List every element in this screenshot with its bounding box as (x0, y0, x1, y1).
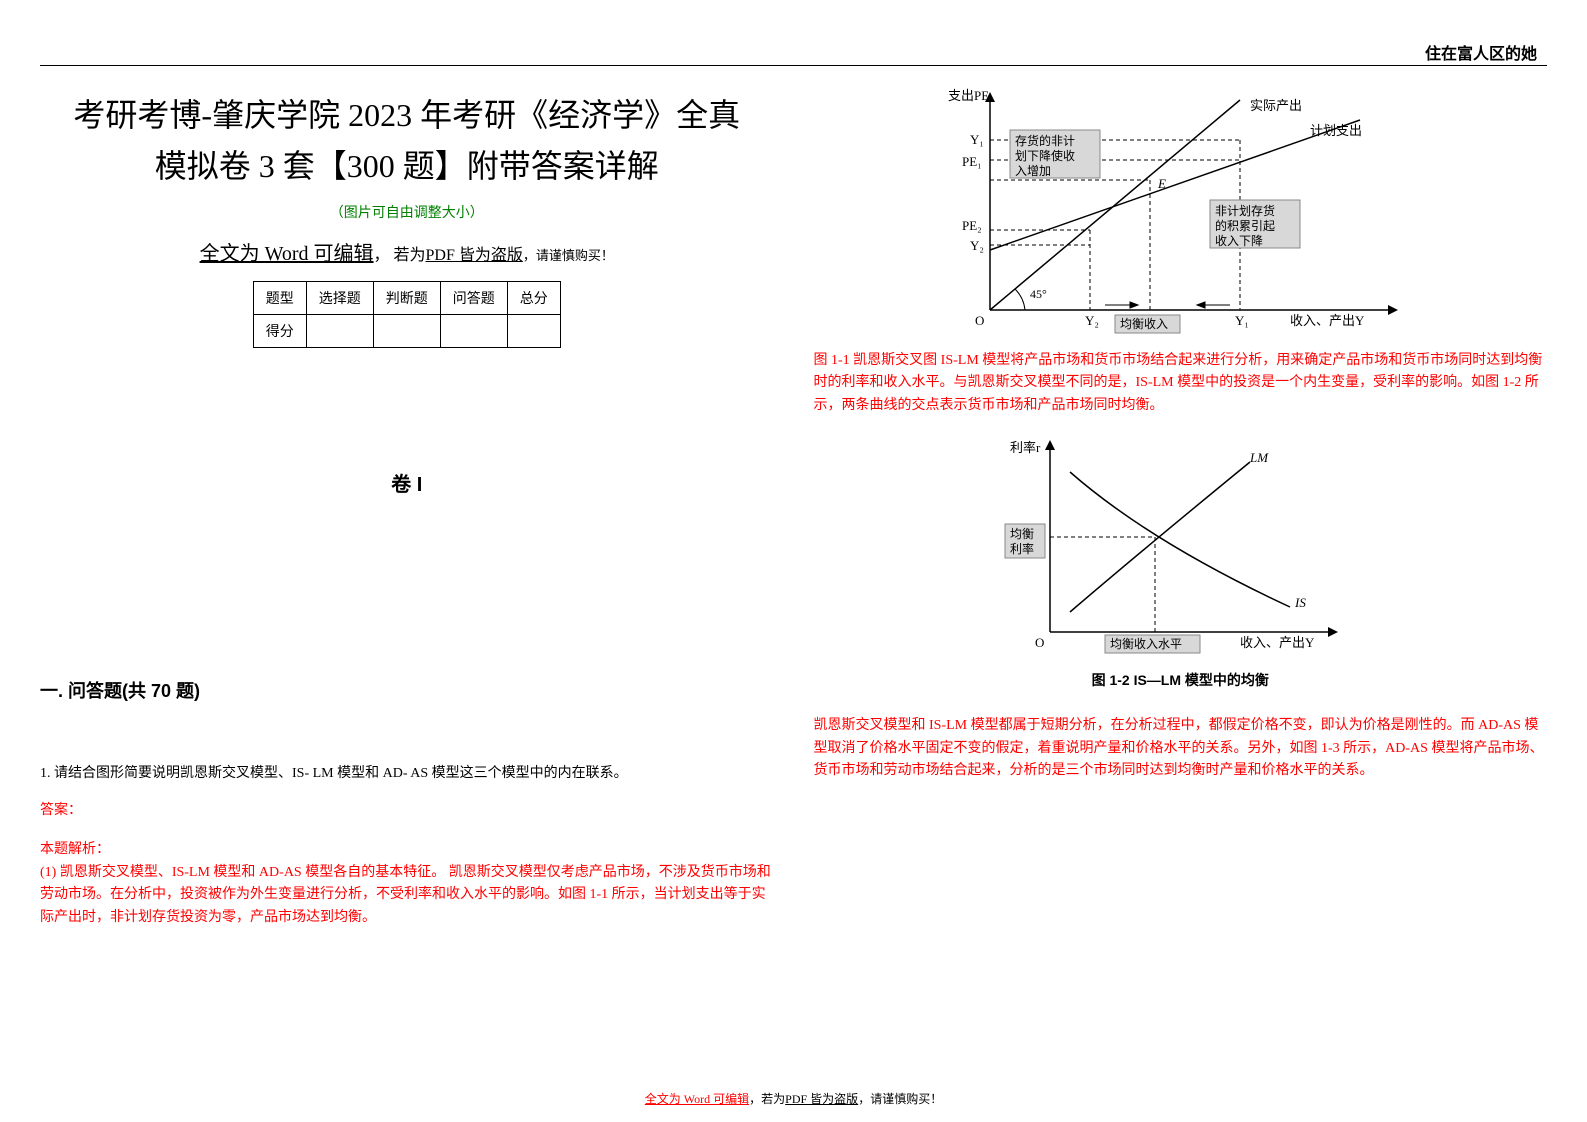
title-line1: 考研考博-肇庆学院 2023 年考研《经济学》全真 (73, 97, 740, 133)
footer-sep: ，若为 (749, 1092, 785, 1106)
chart1-y2: Y₂ (970, 238, 984, 253)
score-table: 题型 选择题 判断题 问答题 总分 得分 (253, 281, 561, 348)
chart1-eqinc: 均衡收入 (1120, 317, 1168, 331)
chart2-xaxis: 收入、产出Y (1240, 635, 1315, 650)
left-column: 考研考博-肇庆学院 2023 年考研《经济学》全真 模拟卷 3 套【300 题】… (40, 80, 774, 929)
notice-line: 全文为 Word 可编辑， 若为PDF 皆为盗版，请谨慎购买！ (40, 237, 774, 266)
header-right-text: 住在富人区的她 (1425, 40, 1537, 64)
chart2-eqrate2: 利率 (1010, 541, 1034, 556)
chart1-y2x: Y₂ (1085, 313, 1099, 328)
notice-tail: ，请谨慎购买！ (523, 248, 614, 263)
title-line2: 模拟卷 3 套【300 题】附带答案详解 (155, 148, 659, 184)
chart1-o: O (975, 313, 984, 328)
th-choice: 选择题 (306, 282, 373, 315)
chart2-eqinc: 均衡收入水平 (1110, 637, 1182, 651)
volume-label: 卷 I (40, 468, 774, 497)
two-column-layout: 考研考博-肇庆学院 2023 年考研《经济学》全真 模拟卷 3 套【300 题】… (40, 80, 1547, 929)
table-score-row: 得分 (253, 315, 560, 348)
q1-text: 请结合图形简要说明凯恩斯交叉模型、IS- LM 模型和 AD- AS 模型这三个… (54, 766, 628, 781)
chart1-box2-l2: 的积累引起 (1215, 218, 1275, 233)
notice-pdf: PDF 皆为盗版 (426, 247, 523, 264)
chart1-box2-l1: 非计划存货 (1215, 203, 1275, 218)
chart1-pe2: PE₂ (962, 218, 982, 233)
chart1-box1-l3: 入增加 (1015, 164, 1051, 178)
header-divider (40, 65, 1547, 66)
table-header-row: 题型 选择题 判断题 问答题 总分 (253, 282, 560, 315)
chart1-xaxis: 收入、产出Y (1290, 313, 1365, 328)
right-column: 支出PE Y₁ PE₁ PE₂ Y₂ O 45° Y₂ Y₁ 收入、产出Y 实际… (814, 80, 1548, 929)
analysis-text: (1) 凯恩斯交叉模型、IS-LM 模型和 AD-AS 模型各自的基本特征。 凯… (40, 862, 774, 929)
keynesian-cross-chart: 支出PE Y₁ PE₁ PE₂ Y₂ O 45° Y₂ Y₁ 收入、产出Y 实际… (930, 80, 1430, 340)
chart1-box2-l3: 收入下降 (1215, 234, 1263, 248)
chart1-actual: 实际产出 (1250, 98, 1302, 113)
analysis-block: 本题解析： (1) 凯恩斯交叉模型、IS-LM 模型和 AD-AS 模型各自的基… (40, 839, 774, 929)
footer-word: 全文为 Word 可编辑 (645, 1092, 749, 1106)
chart1-y1: Y₁ (970, 132, 984, 147)
chart1-box1-l2: 划下降使收 (1015, 148, 1075, 163)
chart1-planned: 计划支出 (1310, 123, 1362, 138)
answer-label: 答案： (40, 799, 774, 819)
th-type: 题型 (253, 282, 306, 315)
chart2-lm: LM (1249, 450, 1269, 465)
chart1-yaxis: 支出PE (948, 88, 989, 103)
th-qa: 问答题 (440, 282, 507, 315)
paragraph-after-fig2: 凯恩斯交叉模型和 IS-LM 模型都属于短期分析，在分析过程中，都假定价格不变，… (814, 715, 1548, 782)
is-lm-chart: 利率r LM IS O 收入、产出Y 均衡 利率 均衡收入水平 (990, 432, 1370, 662)
td-empty (306, 315, 373, 348)
chart2-o: O (1035, 635, 1044, 650)
analysis-label: 本题解析： (40, 839, 774, 861)
chart1-pe1: PE₁ (962, 154, 982, 169)
th-total: 总分 (507, 282, 560, 315)
question-1: 1. 请结合图形简要说明凯恩斯交叉模型、IS- LM 模型和 AD- AS 模型… (40, 763, 774, 784)
q1-number: 1. (40, 766, 51, 781)
figure-2-caption: 图 1-2 IS—LM 模型中的均衡 (814, 670, 1548, 690)
chart1-45: 45° (1030, 287, 1047, 301)
chart1-e: E (1157, 176, 1166, 191)
td-empty (373, 315, 440, 348)
main-title: 考研考博-肇庆学院 2023 年考研《经济学》全真 模拟卷 3 套【300 题】… (40, 90, 774, 192)
chart1-box1-l1: 存货的非计 (1015, 133, 1075, 148)
chart2-eqrate1: 均衡 (1010, 527, 1034, 541)
footer: 全文为 Word 可编辑，若为PDF 皆为盗版，请谨慎购买！ (0, 1090, 1587, 1107)
td-empty (507, 315, 560, 348)
notice-sep1: ， 若为 (374, 247, 426, 264)
chart2-yaxis: 利率r (1010, 440, 1041, 455)
footer-tail: ，请谨慎购买！ (858, 1092, 942, 1106)
section-title: 一. 问答题(共 70 题) (40, 677, 774, 703)
footer-pdf: PDF 皆为盗版 (785, 1092, 858, 1106)
chart2-is: IS (1294, 595, 1306, 610)
notice-word: 全文为 Word 可编辑 (200, 243, 374, 265)
th-judge: 判断题 (373, 282, 440, 315)
caption-1: 图 1-1 凯恩斯交叉图 IS-LM 模型将产品市场和货币市场结合起来进行分析，… (814, 350, 1548, 417)
chart1-y1x: Y₁ (1235, 313, 1249, 328)
td-empty (440, 315, 507, 348)
td-score-label: 得分 (253, 315, 306, 348)
subtitle-green: （图片可自由调整大小） (40, 202, 774, 222)
